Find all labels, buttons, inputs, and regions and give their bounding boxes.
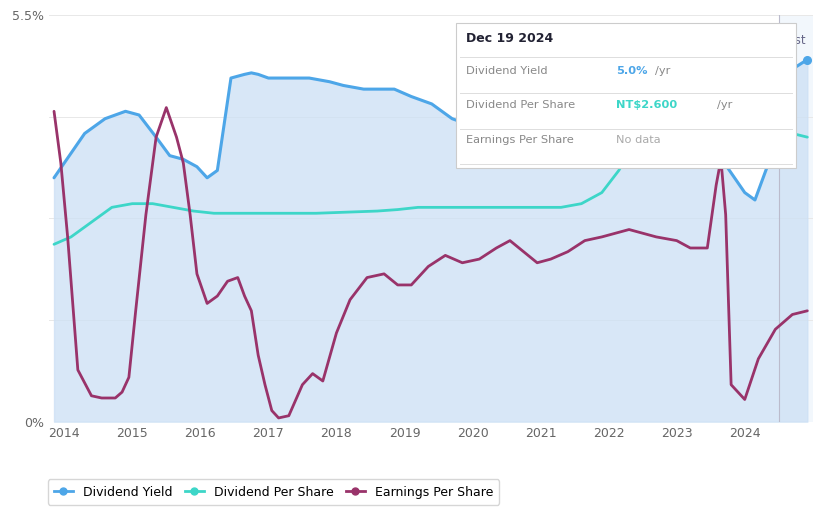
Text: Dividend Yield: Dividend Yield: [466, 66, 547, 76]
Text: Earnings Per Share: Earnings Per Share: [466, 135, 573, 145]
Text: Past: Past: [782, 34, 806, 47]
Legend: Dividend Yield, Dividend Per Share, Earnings Per Share: Dividend Yield, Dividend Per Share, Earn…: [48, 480, 499, 505]
Text: /yr: /yr: [717, 100, 732, 110]
Text: /yr: /yr: [655, 66, 671, 76]
Text: No data: No data: [616, 135, 660, 145]
Text: 5.0%: 5.0%: [616, 66, 647, 76]
Bar: [779, 15, 813, 422]
Text: NT$2.600: NT$2.600: [616, 100, 677, 110]
Text: Dec 19 2024: Dec 19 2024: [466, 32, 553, 45]
Text: Dividend Per Share: Dividend Per Share: [466, 100, 575, 110]
